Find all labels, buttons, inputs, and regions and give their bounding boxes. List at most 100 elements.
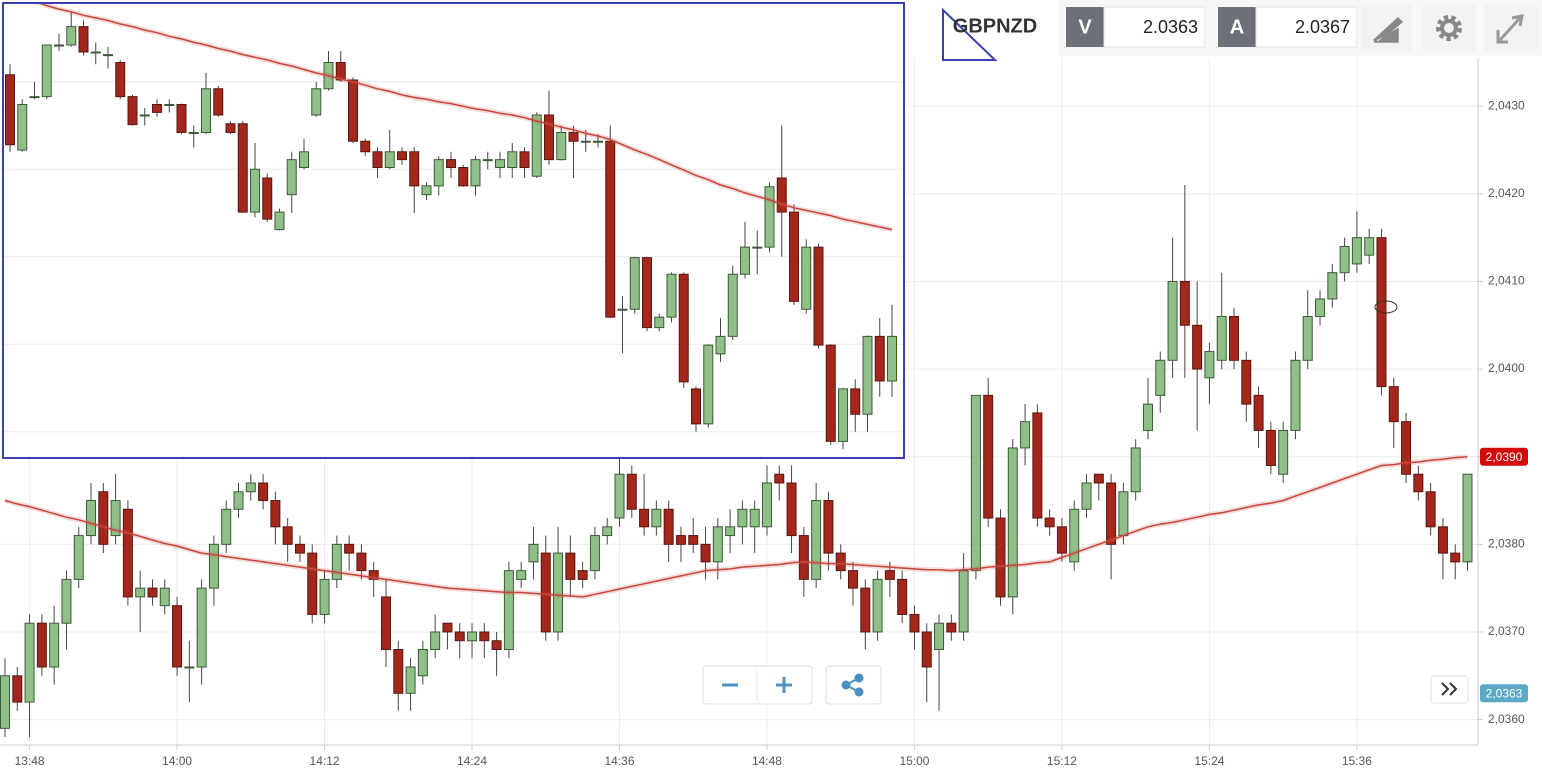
- candle-body: [237, 123, 248, 213]
- ask-button[interactable]: [1218, 7, 1256, 47]
- x-tick-label: 14:00: [162, 754, 192, 768]
- candle-body: [1179, 280, 1190, 326]
- candle-body: [115, 62, 126, 98]
- candle-body: [1130, 447, 1141, 493]
- candle-body: [54, 44, 64, 47]
- candle-body: [850, 388, 861, 415]
- candle-body: [1106, 482, 1117, 545]
- candle-body: [1302, 316, 1313, 361]
- candle-body: [798, 535, 809, 580]
- candle-body: [540, 552, 551, 633]
- candle-body: [666, 273, 677, 318]
- candle-body: [1278, 429, 1289, 475]
- candle-body: [360, 140, 371, 153]
- candle-body: [0, 675, 10, 729]
- candle-body: [164, 104, 175, 106]
- candle-body: [61, 578, 72, 624]
- candle-body: [250, 168, 260, 213]
- bid-price: 2.0363: [1143, 17, 1198, 37]
- candle-body: [740, 246, 750, 275]
- share-button[interactable]: [825, 665, 882, 705]
- candle-body: [1462, 473, 1473, 563]
- candle-body: [568, 132, 579, 142]
- zoom-in[interactable]: [776, 677, 792, 693]
- candle-body: [556, 132, 567, 161]
- candle-body: [605, 140, 616, 318]
- candle-body: [1253, 394, 1264, 431]
- candle-body: [642, 257, 652, 329]
- candle-body: [774, 473, 785, 484]
- candle-body: [516, 570, 527, 580]
- candle-body: [688, 535, 699, 545]
- price-marker-label: 2,0390: [1486, 450, 1523, 464]
- candle-body: [433, 159, 444, 187]
- candle-body: [1229, 316, 1239, 361]
- candle-body: [970, 394, 981, 572]
- candle-body: [884, 570, 895, 580]
- candle-body: [789, 211, 799, 302]
- candle-body: [73, 535, 84, 580]
- candle-body: [147, 587, 158, 598]
- scroll-end-button[interactable]: [1430, 675, 1469, 704]
- candle-body: [495, 159, 505, 168]
- candle-body: [282, 526, 293, 545]
- candle-body: [835, 552, 846, 572]
- x-tick-label: 15:12: [1047, 754, 1077, 768]
- candle-body: [442, 622, 453, 633]
- candle-body: [49, 622, 60, 668]
- candle-body: [139, 114, 150, 117]
- candle-body: [24, 622, 35, 703]
- candle-body: [519, 151, 530, 168]
- candle-body: [1032, 412, 1043, 519]
- candle-body: [589, 535, 600, 572]
- candle-body: [995, 517, 1006, 598]
- candle-body: [213, 88, 224, 116]
- inset-frame: [2, 2, 905, 459]
- candle-body: [1069, 508, 1080, 563]
- candle-body: [1155, 359, 1166, 396]
- candle-body: [503, 570, 514, 650]
- candle-body: [127, 96, 138, 126]
- candle-body: [1093, 473, 1104, 484]
- candle-body: [1413, 473, 1424, 493]
- candle-body: [270, 500, 281, 528]
- candle-body: [934, 622, 945, 650]
- bid-button[interactable]: [1066, 7, 1104, 47]
- candle-body: [983, 394, 994, 519]
- candle-body: [122, 508, 133, 598]
- candle-body: [479, 631, 490, 642]
- settings-button[interactable]: [1422, 5, 1476, 51]
- candle-body: [1142, 403, 1153, 431]
- candle-body: [208, 543, 219, 589]
- candle-body: [801, 246, 812, 310]
- candle-body: [1425, 491, 1436, 528]
- cursor: [1374, 300, 1398, 314]
- candle-body: [152, 104, 162, 113]
- candle-body: [98, 491, 109, 545]
- candle-body: [725, 526, 736, 537]
- candle-body: [691, 388, 701, 425]
- candle-body: [1401, 421, 1412, 475]
- candle-body: [553, 552, 564, 633]
- candle-body: [1167, 280, 1178, 361]
- fullscreen-button[interactable]: [1484, 5, 1538, 51]
- candle-body: [384, 151, 395, 168]
- candle-body: [201, 88, 211, 133]
- y-tick-label: 2,0370: [1488, 624, 1525, 638]
- candle-body: [176, 104, 187, 133]
- candle-body: [897, 578, 908, 615]
- draw-tool-button[interactable]: [1362, 5, 1412, 51]
- candle-body: [700, 543, 711, 563]
- x-tick-label: 15:36: [1342, 754, 1372, 768]
- y-tick-label: 2,0430: [1488, 98, 1525, 112]
- symbol: GBPNZD: [953, 15, 1037, 37]
- candle-body: [921, 631, 932, 668]
- candle-body: [110, 500, 121, 537]
- candle-body: [1118, 491, 1129, 537]
- candle-body: [135, 587, 146, 598]
- candle-body: [446, 159, 456, 168]
- candle-body: [663, 508, 674, 545]
- candle-body: [245, 482, 256, 493]
- scroll-end-icon: [1441, 682, 1458, 696]
